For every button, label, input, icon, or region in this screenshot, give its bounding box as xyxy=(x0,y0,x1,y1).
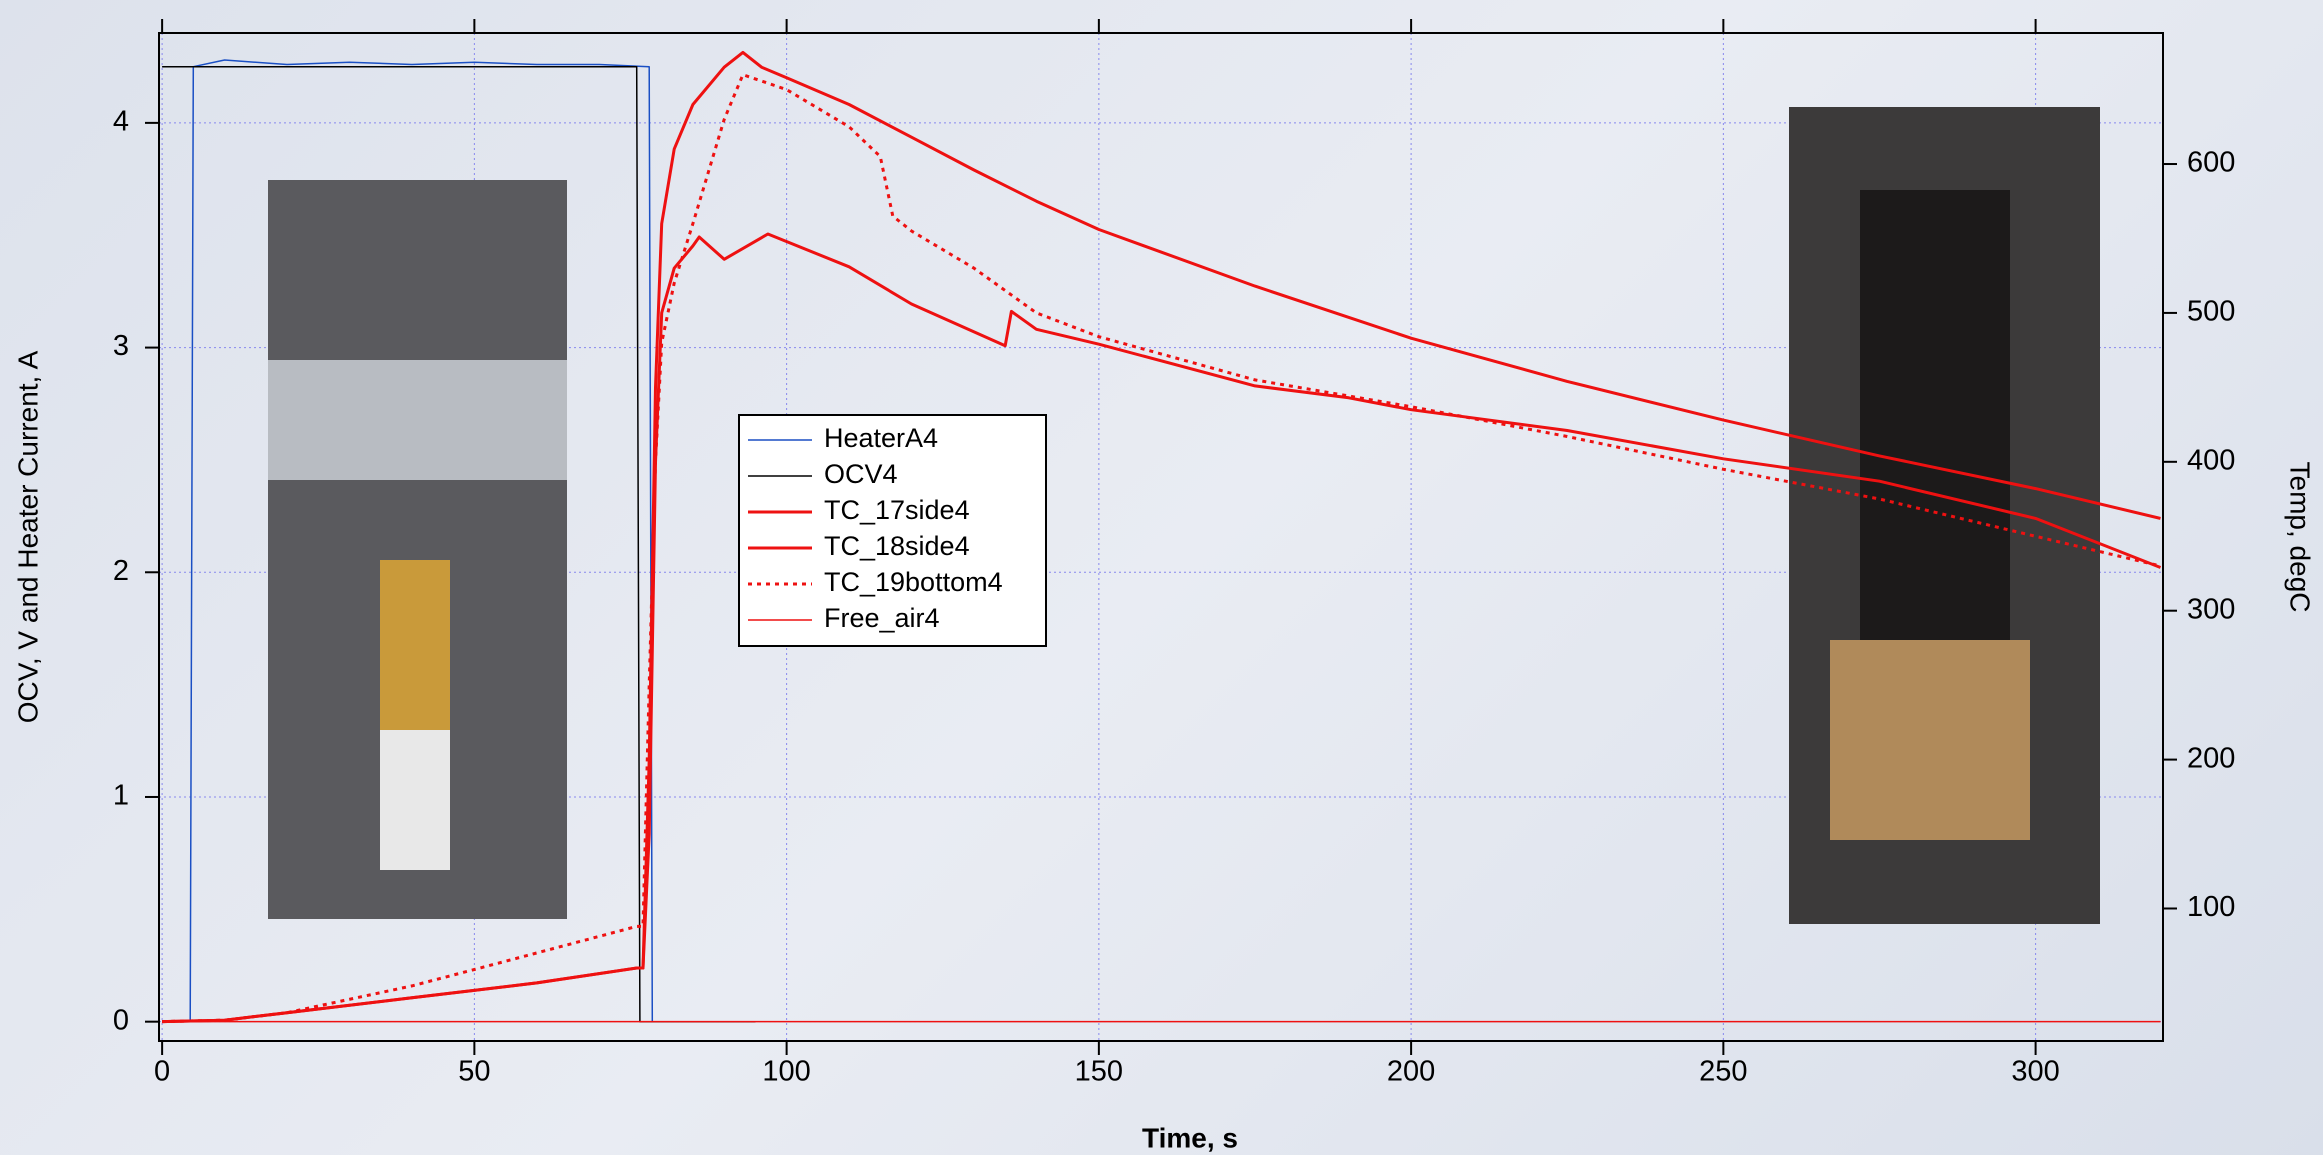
series-line xyxy=(162,232,2162,1024)
x-tick-label: 200 xyxy=(1387,1056,1435,1088)
x-tick-label: 150 xyxy=(1075,1056,1123,1088)
legend-label: TC_18side4 xyxy=(824,531,970,561)
legend-label: OCV4 xyxy=(824,459,898,489)
plot-frame xyxy=(158,32,2164,1042)
y-tick-label: 2 xyxy=(113,555,129,587)
x-tick-label: 100 xyxy=(762,1056,810,1088)
y2-tick-label: 500 xyxy=(2187,296,2235,328)
legend: HeaterA4 OCV4 TC_17side4 TC_18side4 TC_19bot… xyxy=(738,414,1047,647)
series-line xyxy=(162,59,756,1023)
y2-tick-label: 300 xyxy=(2187,593,2235,625)
y-tick-label: 0 xyxy=(113,1004,129,1036)
x-tick-label: 0 xyxy=(154,1056,170,1088)
photo-right-cell xyxy=(1860,190,2010,650)
y2-tick-label: 200 xyxy=(2187,742,2235,774)
y2-tick-label: 600 xyxy=(2187,147,2235,179)
y2-tick-label: 100 xyxy=(2187,891,2235,923)
x-tick-label: 300 xyxy=(2011,1056,2059,1088)
y-tick-label: 4 xyxy=(113,106,129,138)
photo-right-tape xyxy=(1830,640,2030,840)
legend-label: TC_19bottom4 xyxy=(824,567,1003,597)
legend-label: Free_air4 xyxy=(824,603,940,633)
y-tick-label: 1 xyxy=(113,780,129,812)
x-tick-label: 50 xyxy=(458,1056,490,1088)
x-axis-label: Time, s xyxy=(1142,1122,1238,1153)
legend-label: TC_17side4 xyxy=(824,495,970,525)
y2-axis-label: Temp, degC xyxy=(2285,462,2316,613)
x-tick-label: 250 xyxy=(1699,1056,1747,1088)
y2-tick-label: 400 xyxy=(2187,444,2235,476)
photo-left-tape xyxy=(380,730,450,870)
y-axis-label: OCV, V and Heater Current, A xyxy=(12,350,43,723)
y-tick-label: 3 xyxy=(113,330,129,362)
photo-left-cell xyxy=(380,560,450,760)
legend-box xyxy=(738,414,1047,647)
photo-left-panel xyxy=(268,360,567,480)
legend-label: HeaterA4 xyxy=(824,423,938,453)
